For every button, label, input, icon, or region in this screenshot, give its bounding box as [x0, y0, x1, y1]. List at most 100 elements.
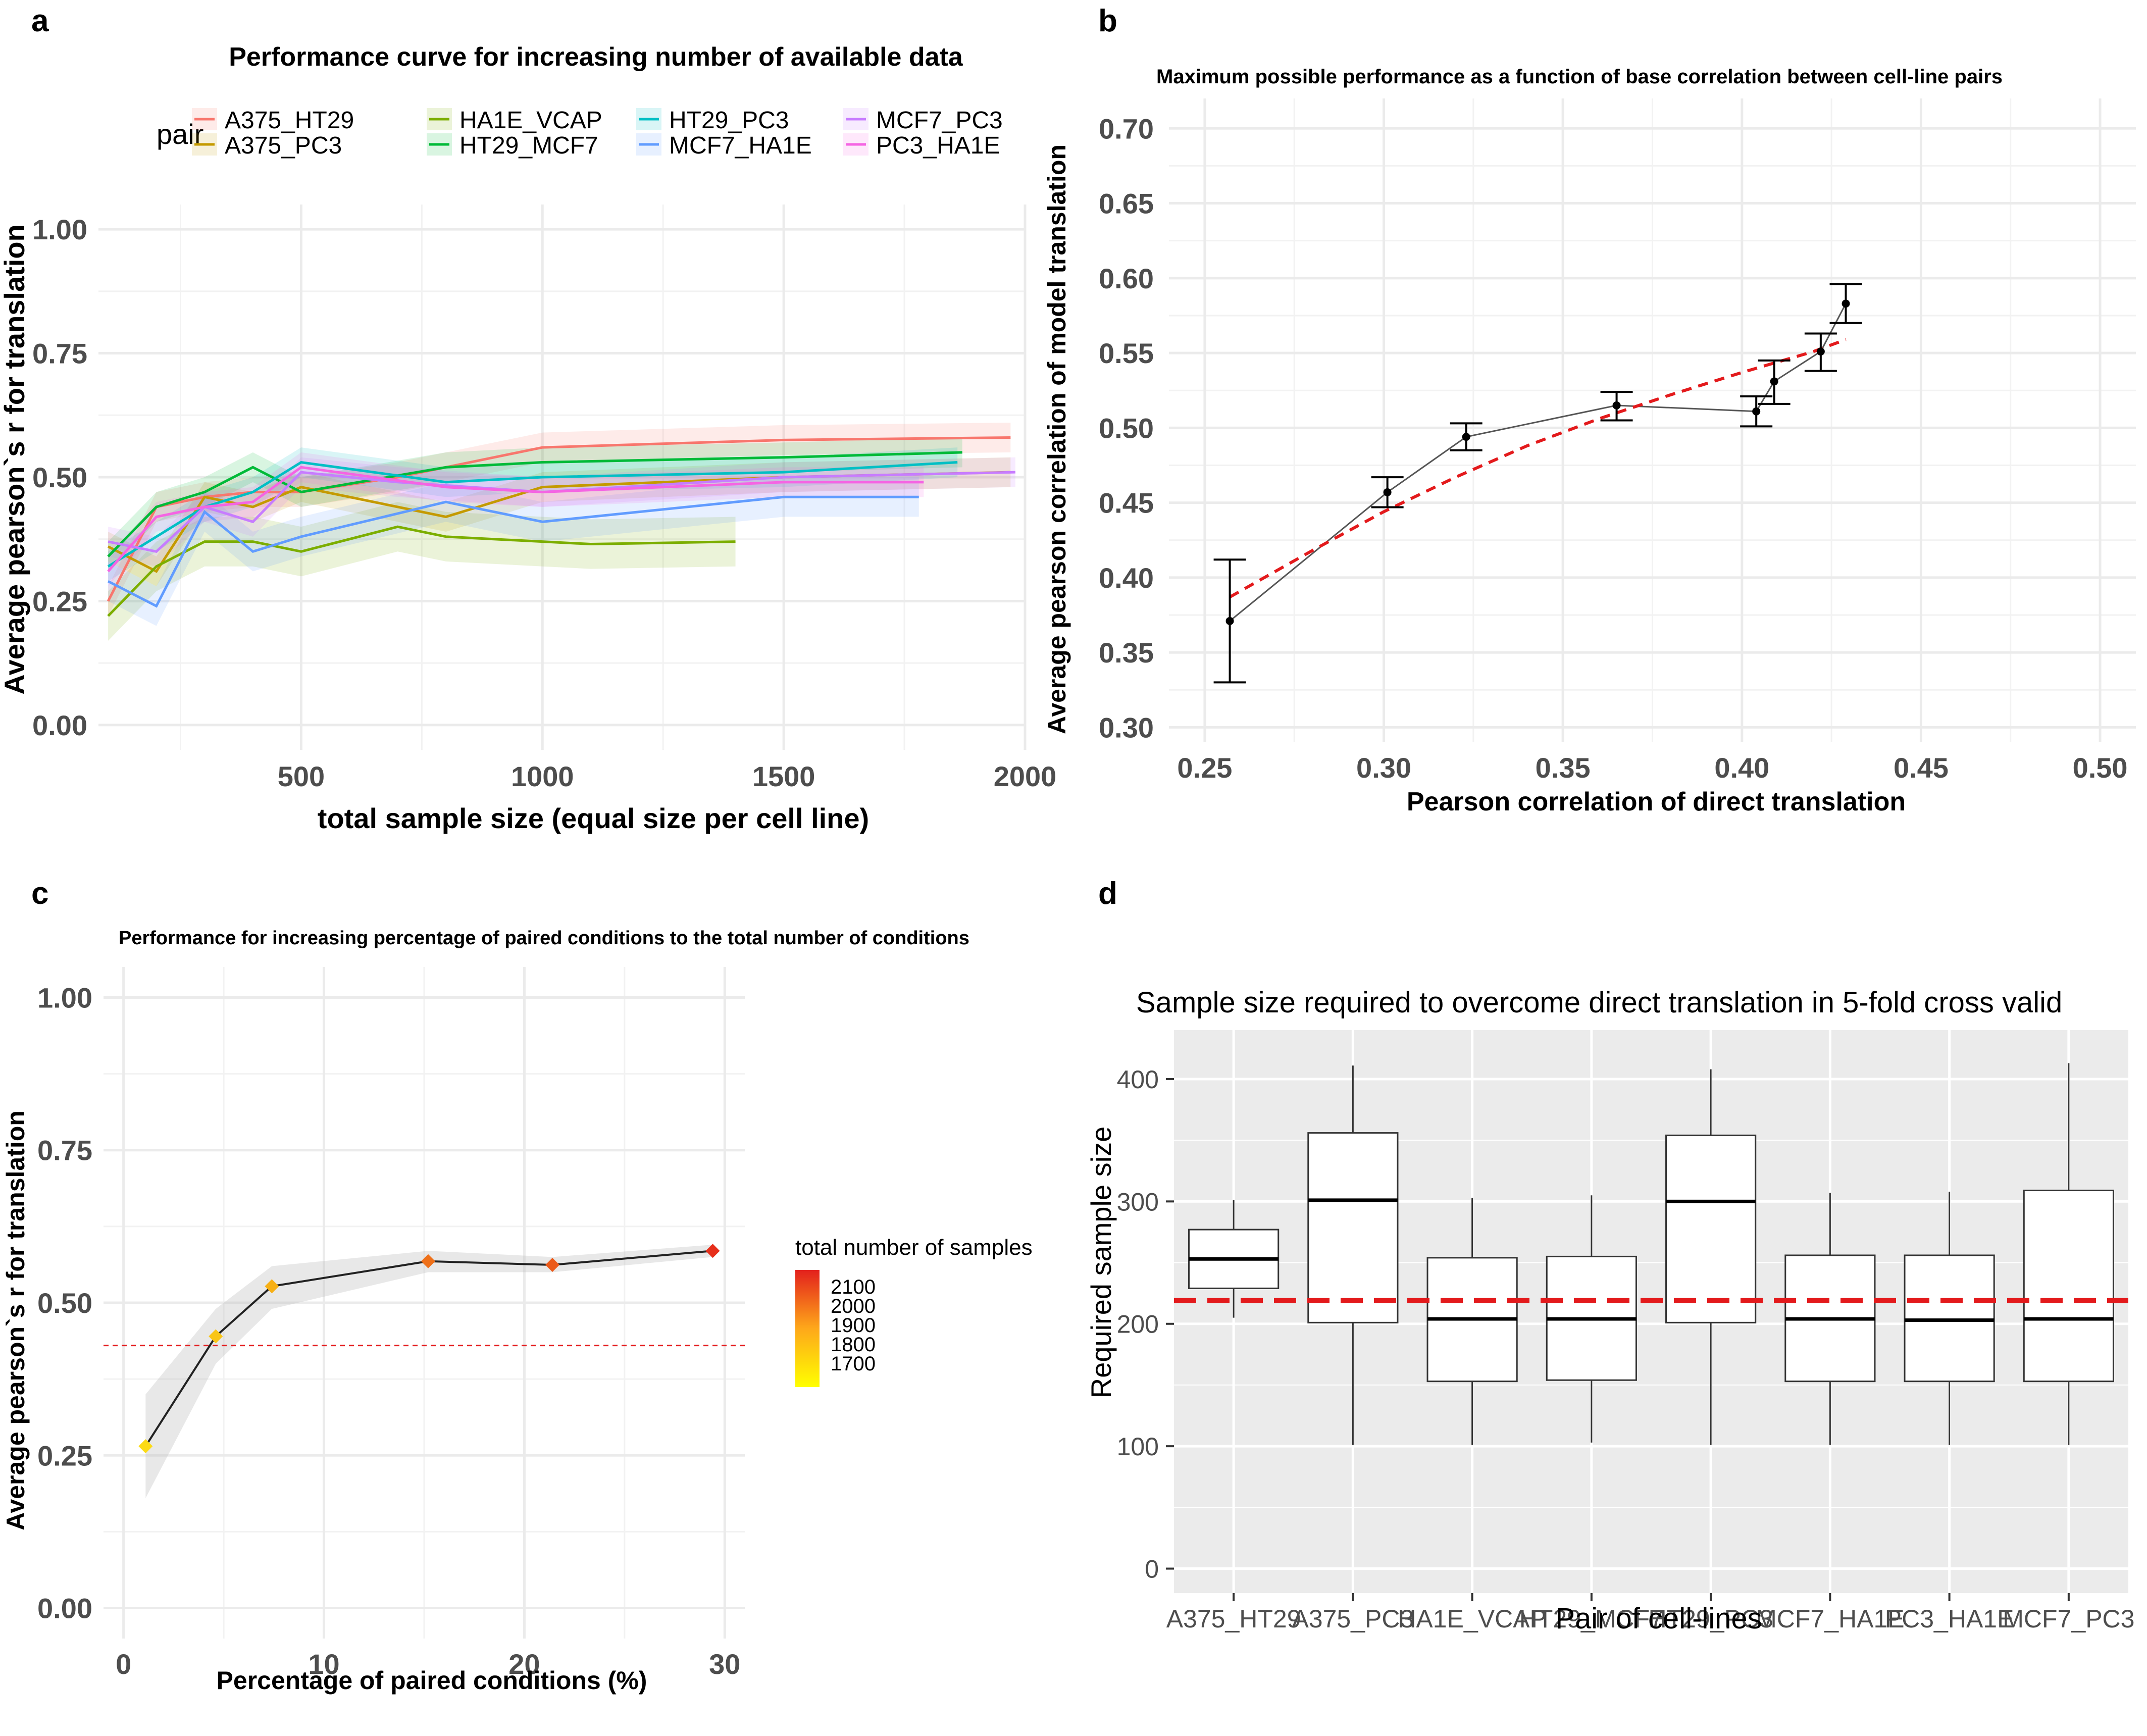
- y-tick-label: 200: [1117, 1310, 1159, 1339]
- data-point: [1770, 377, 1778, 386]
- x-tick-label: 1500: [752, 760, 815, 792]
- series-band: [108, 447, 958, 582]
- y-tick-label: 400: [1117, 1065, 1159, 1094]
- panel-c-plot-area: 0.00 0.25 0.50 0.75 1.00 0 10 20 30: [37, 967, 745, 1680]
- legend-label: HT29_PC3: [669, 107, 789, 134]
- x-tick-label: PC3_HA1E: [1885, 1605, 2014, 1633]
- data-point-diamond: [705, 1244, 720, 1258]
- panel-c-xlabel: Percentage of paired conditions (%): [217, 1666, 647, 1695]
- series-line: [144, 1250, 713, 1447]
- panel-a-legend: pair A375_HT29A375_PC3HA1E_VCAPHT29_MCF7…: [157, 107, 1003, 159]
- y-tick-label: 0.60: [1099, 263, 1154, 294]
- panel-b-xlabel: Pearson correlation of direct translatio…: [1407, 787, 1906, 816]
- x-tick-label: 1000: [511, 760, 574, 792]
- data-point: [1842, 299, 1850, 308]
- y-tick-label: 0.75: [32, 338, 87, 370]
- y-tick-label: 0.45: [1099, 487, 1154, 519]
- data-point: [1225, 617, 1234, 625]
- legend-label: 1700: [831, 1353, 876, 1375]
- x-tick-label: HA1E_VCAP: [1398, 1605, 1547, 1633]
- x-tick-label: 0.25: [1177, 752, 1232, 784]
- data-point: [1612, 401, 1621, 410]
- y-tick-label: 1.00: [32, 214, 87, 245]
- panel-b: b Maximum possible performance as a func…: [1043, 4, 2136, 816]
- box-body: [1665, 1134, 1757, 1323]
- y-tick-label: 0.25: [32, 585, 87, 617]
- x-tick-label: 500: [278, 760, 325, 792]
- x-tick-label: 0.35: [1536, 752, 1591, 784]
- data-point: [1462, 433, 1470, 441]
- panel-b-letter: b: [1098, 4, 1117, 38]
- x-tick-label: 10: [308, 1648, 339, 1680]
- panel-d-letter: d: [1098, 876, 1117, 911]
- y-tick-label: 0.75: [37, 1135, 92, 1166]
- connect-line: [1229, 303, 1847, 622]
- y-tick-label: 0.55: [1099, 337, 1154, 369]
- legend-label: 2100: [831, 1276, 876, 1298]
- y-tick-label: 300: [1117, 1188, 1159, 1216]
- data-point: [1752, 407, 1761, 416]
- panel-b-title: Maximum possible performance as a functi…: [1156, 66, 2003, 88]
- series-line: [107, 525, 736, 617]
- legend-label: HA1E_VCAP: [459, 107, 602, 134]
- legend-label: MCF7_HA1E: [669, 132, 812, 159]
- y-tick-label: 0.50: [37, 1287, 92, 1319]
- panel-d-xlabel: Pair of cell-lines: [1555, 1602, 1762, 1635]
- panel-b-ylabel: Average pearson correlation of model tra…: [1043, 144, 1071, 734]
- data-point: [1383, 488, 1392, 496]
- x-tick-label: MCF7_PC3: [2003, 1605, 2134, 1633]
- y-tick-label: 0: [1145, 1555, 1159, 1584]
- legend-label: A375_PC3: [225, 132, 342, 159]
- y-tick-label: 0.25: [37, 1440, 92, 1471]
- legend-label: PC3_HA1E: [876, 132, 1000, 159]
- panel-c-legend-title: total number of samples: [795, 1235, 1033, 1260]
- data-point-diamond: [138, 1439, 153, 1454]
- y-tick-label: 0.40: [1099, 562, 1154, 594]
- x-tick-label: 30: [709, 1648, 740, 1680]
- y-tick-label: 0.70: [1099, 113, 1154, 144]
- series-line: [107, 466, 924, 573]
- x-tick-label: 0.30: [1356, 752, 1411, 784]
- data-point-diamond: [421, 1254, 435, 1268]
- panel-c-legend: total number of samples 2100200019001800…: [795, 1235, 1033, 1387]
- panel-d-plot-area: 0100200300400A375_HT29A375_PC3HA1E_VCAPH…: [1117, 1030, 2134, 1633]
- series-line: [107, 495, 919, 608]
- x-tick-label: 20: [508, 1648, 540, 1680]
- legend-label: A375_HT29: [225, 107, 354, 134]
- legend-label: HT29_MCF7: [459, 132, 598, 159]
- x-tick-label: A375_HT29: [1166, 1605, 1301, 1633]
- panel-a-plot-area: 0.00 0.25 0.50 0.75 1.00 500 1000 1500 2000: [32, 205, 1056, 792]
- x-tick-label: HT29_PC3: [1648, 1605, 1773, 1633]
- y-tick-label: 0.50: [32, 462, 87, 493]
- y-tick-label: 0.65: [1099, 188, 1154, 220]
- panel-a: a Performance curve for increasing numbe…: [0, 4, 1056, 834]
- data-point-diamond: [209, 1329, 223, 1344]
- series-band: [108, 457, 1011, 586]
- panel-d-ylabel: Required sample size: [1085, 1127, 1117, 1398]
- y-tick-label: 1.00: [37, 982, 92, 1013]
- data-point-diamond: [545, 1258, 559, 1272]
- panel-d-title: Sample size required to overcome direct …: [1136, 986, 2062, 1019]
- data-point: [1816, 347, 1825, 356]
- series-line: [107, 451, 962, 557]
- x-tick-label: A375_PC3: [1292, 1605, 1414, 1633]
- x-tick-label: HT29_MCF7: [1519, 1605, 1664, 1633]
- legend-label: MCF7_PC3: [876, 107, 1003, 134]
- y-tick-label: 0.00: [37, 1593, 92, 1624]
- y-tick-label: 0.50: [1099, 412, 1154, 444]
- x-tick-label: 0.50: [2073, 752, 2128, 784]
- x-tick-label: MCF7_HA1E: [1756, 1605, 1905, 1633]
- legend-label: 1800: [831, 1334, 876, 1356]
- panel-a-xlabel: total sample size (equal size per cell l…: [318, 802, 869, 834]
- panel-a-letter: a: [31, 4, 49, 38]
- series-band: [108, 457, 1015, 567]
- panel-a-title: Performance curve for increasing number …: [229, 42, 963, 72]
- panel-b-plot-area: 0.30 0.35 0.40 0.45 0.50 0.55 0.60 0.65 0.70 0.25…: [1099, 98, 2136, 784]
- x-tick-label: 2000: [994, 760, 1057, 792]
- legend-label: 1900: [831, 1314, 876, 1337]
- fit-dashed-line: [1229, 338, 1847, 598]
- confidence-ribbon: [145, 1245, 713, 1498]
- series-line: [107, 471, 1011, 573]
- panel-c: c Performance for increasing percentage …: [2, 876, 1033, 1695]
- legend-colorbar: [795, 1270, 820, 1387]
